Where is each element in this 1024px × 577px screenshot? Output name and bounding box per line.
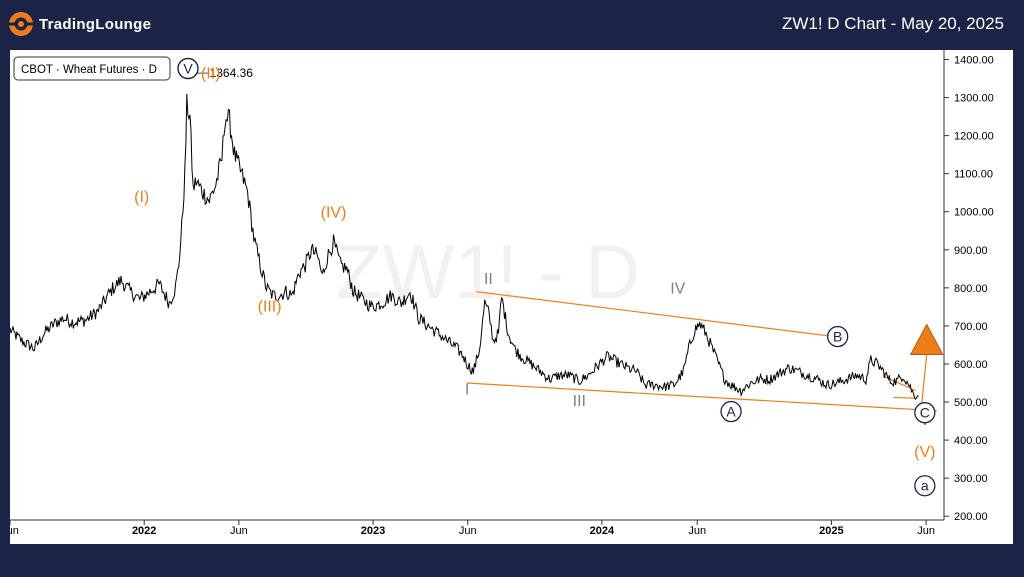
footer-bar	[0, 546, 1024, 577]
price-tick-label: 800.00	[954, 283, 988, 295]
time-tick-label: 2022	[132, 525, 156, 537]
wave-label: I	[465, 381, 469, 398]
wave-label: IV	[670, 281, 685, 298]
brand-logo-icon	[9, 12, 33, 36]
time-tick-label: 2025	[819, 525, 843, 537]
price-tick-label: 500.00	[954, 397, 988, 409]
circled-wave-label: A	[726, 404, 736, 420]
wave-v-circle: V	[177, 57, 199, 80]
symbol-box-frame	[13, 56, 171, 81]
price-tick-label: 400.00	[954, 435, 988, 447]
symbol-box[interactable]: CBOT · Wheat Futures · D	[13, 56, 171, 81]
trendline-wedge-lower	[893, 396, 916, 399]
wave-label-bottom: (V)	[914, 444, 935, 461]
circled-wave-B: B	[827, 325, 849, 348]
price-tick-label: 600.00	[954, 359, 988, 371]
circled-wave-label: C	[920, 405, 930, 421]
price-chart[interactable]: ZW1! - D 1400.001300.001200.001100.00100…	[10, 50, 1013, 544]
time-tick-label: Jun	[10, 525, 19, 537]
target-arrow-head	[909, 323, 944, 355]
circled-wave-C: C	[914, 402, 936, 424]
price-tick-label: 900.00	[954, 245, 988, 257]
wave-v-circle-label: V	[183, 61, 193, 77]
price-tick-label: 200.00	[954, 511, 988, 523]
circled-wave-label: B	[833, 329, 842, 345]
target-arrow	[909, 323, 944, 355]
wave-label: (I)	[134, 189, 149, 206]
symbol-label: CBOT · Wheat Futures · D	[21, 64, 157, 76]
wave-label: III	[573, 393, 586, 410]
time-tick-label: 2024	[590, 525, 615, 537]
chart-background	[10, 50, 1013, 544]
wave-label: (IV)	[321, 204, 347, 221]
price-tick-label: 1100.00	[954, 169, 993, 181]
wave-label: (II)	[201, 66, 221, 83]
price-tick-label: 700.00	[954, 321, 988, 333]
wave-labels: 1364.36(I)(II)(III)(IV)IIIIIIIVVABCa(V)	[134, 66, 936, 497]
time-tick-label: Jun	[688, 525, 706, 537]
time-tick-label: Jun	[230, 525, 248, 537]
page-title: ZW1! D Chart - May 20, 2025	[781, 14, 1004, 33]
time-tick-label: 2023	[361, 525, 385, 537]
wave-label: II	[484, 271, 493, 288]
circled-wave-label: a	[921, 478, 929, 494]
time-axis: Jun 2022 Jun 2023 Jun 2024 Jun 2025 Jun	[10, 520, 935, 537]
brand-logo[interactable]: TradingLounge	[8, 11, 151, 37]
price-tick-label: 1200.00	[954, 131, 994, 143]
wave-label: (III)	[258, 298, 282, 315]
price-series-line	[10, 93, 919, 401]
trendline-upper	[476, 291, 834, 338]
chart-panel: ZW1! - D 1400.00 1300.00 1200.00 1100.00 100…	[10, 50, 1013, 544]
circled-wave-A: A	[720, 400, 742, 423]
price-tick-label: 1300.00	[954, 93, 994, 105]
high-value-label: 1364.36	[210, 66, 254, 80]
price-axis: 1400.00 1300.00 1200.00 1100.00 1000.00 900.0…	[944, 55, 994, 523]
circled-wave-a: a	[914, 475, 936, 497]
price-tick-label: 1400.00	[954, 55, 994, 67]
brand-name: TradingLounge	[39, 15, 152, 33]
time-tick-label: Jun	[917, 525, 935, 537]
trendline-target	[921, 354, 928, 404]
trendline-lower	[467, 382, 937, 412]
time-tick-label: Jun	[459, 525, 477, 537]
header-bar: TradingLounge ZW1! D Chart - May 20, 202…	[0, 0, 1024, 48]
price-tick-label: 300.00	[954, 473, 988, 485]
price-tick-label: 1000.00	[954, 207, 994, 219]
